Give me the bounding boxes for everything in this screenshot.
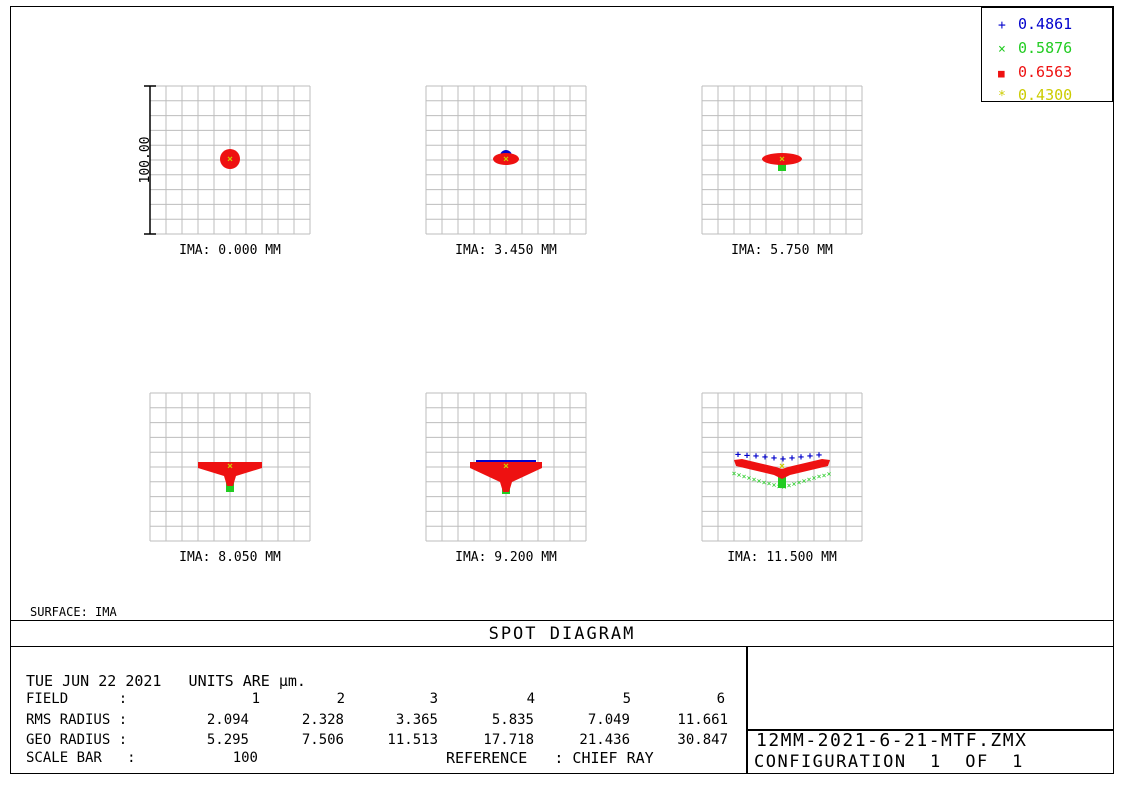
legend-item: * 0.4300 <box>998 85 1072 104</box>
green-ray-mark: × <box>732 469 737 478</box>
file-name: 12MM-2021-6-21-MTF.ZMX <box>756 730 1028 751</box>
green-ray-mark: × <box>802 477 807 486</box>
geo-row-label: GEO RADIUS : <box>26 732 128 748</box>
rms-row-label: RMS RADIUS : <box>26 712 128 728</box>
blue-ray-mark: + <box>798 452 804 463</box>
green-ray-mark: × <box>752 475 757 484</box>
file-box-divider <box>746 729 1114 731</box>
field-label: IMA: 5.750 MM <box>731 243 833 258</box>
field-label: IMA: 0.000 MM <box>179 243 281 258</box>
green-ray-mark: × <box>792 480 797 489</box>
red-ray-spot <box>493 153 519 165</box>
green-ray-mark: × <box>817 472 822 481</box>
blue-ray-mark: + <box>789 453 795 464</box>
green-ray-mark: × <box>757 476 762 485</box>
geo-radius-value: 17.718 <box>483 732 534 748</box>
field-number: 3 <box>429 691 438 707</box>
cross-icon: × <box>998 42 1006 57</box>
legend-item: +0.4861 <box>998 14 1072 33</box>
info-divider <box>746 646 748 774</box>
legend-wavelength: 0.5876 <box>1018 39 1073 57</box>
rms-radius-value: 5.835 <box>491 712 534 728</box>
green-ray-mark: × <box>747 473 752 482</box>
geo-radius-value: 11.513 <box>387 732 438 748</box>
legend-wavelength: 0.4300 <box>1018 86 1073 104</box>
field-label: IMA: 8.050 MM <box>179 550 281 565</box>
blue-ray-mark: + <box>771 453 777 464</box>
green-ray-mark: × <box>807 475 812 484</box>
field-label: IMA: 11.500 MM <box>727 550 837 565</box>
legend-item: ■ 0.6563 <box>998 62 1072 81</box>
geo-radius-value: 30.847 <box>677 732 728 748</box>
green-ray-spot <box>778 163 786 171</box>
rms-radius-value: 3.365 <box>395 712 438 728</box>
green-ray-mark: × <box>822 471 827 480</box>
legend: +0.4861 × 0.5876 ■ 0.6563 * 0.4300 <box>981 7 1113 104</box>
blue-ray-mark: + <box>780 454 786 465</box>
field-row-label: FIELD : <box>26 691 128 707</box>
field-number: 4 <box>526 691 535 707</box>
legend-wavelength: 0.6563 <box>1018 63 1073 81</box>
chief-ray-marker: × <box>227 461 233 472</box>
green-ray-mark: × <box>797 478 802 487</box>
field-number: 1 <box>251 691 260 707</box>
legend-item: × 0.5876 <box>998 38 1072 57</box>
rms-radius-value: 2.328 <box>301 712 344 728</box>
green-ray-mark: × <box>827 469 832 478</box>
red-ray-spot <box>734 459 830 479</box>
green-ray-mark: × <box>787 481 792 490</box>
green-ray-mark: × <box>742 472 747 481</box>
blue-ray-mark: + <box>753 451 759 462</box>
reference-line: REFERENCE : CHIEF RAY <box>446 749 654 767</box>
blue-ray-mark: + <box>807 451 813 462</box>
red-ray-spot <box>198 462 262 486</box>
chief-ray-marker: × <box>503 154 509 165</box>
scale-bar-label: 100.00 <box>138 137 153 184</box>
legend-wavelength: 0.4861 <box>1018 15 1073 33</box>
chief-ray-marker: × <box>503 461 509 472</box>
field-number: 5 <box>622 691 631 707</box>
field-label: IMA: 9.200 MM <box>455 550 557 565</box>
configuration-label: CONFIGURATION 1 OF 1 <box>754 752 1024 772</box>
blue-ray-mark: + <box>735 449 741 460</box>
geo-radius-value: 5.295 <box>206 732 249 748</box>
chief-ray-marker: × <box>779 461 785 472</box>
red-ray-spot <box>762 153 802 165</box>
green-ray-mark: × <box>772 481 777 490</box>
scale-bar-value: 100 <box>232 750 258 766</box>
green-ray-mark: × <box>737 470 742 479</box>
blue-ray-mark: + <box>744 450 750 461</box>
rms-radius-value: 7.049 <box>587 712 630 728</box>
asterisk-icon: * <box>998 89 1006 104</box>
rms-radius-value: 2.094 <box>206 712 249 728</box>
green-ray-mark: × <box>812 474 817 483</box>
field-label: IMA: 3.450 MM <box>455 243 557 258</box>
chief-ray-marker: × <box>779 154 785 165</box>
plot-frame <box>10 6 1114 774</box>
date-units-line: TUE JUN 22 2021 UNITS ARE µm. <box>26 672 306 690</box>
geo-radius-value: 21.436 <box>579 732 630 748</box>
geo-radius-value: 7.506 <box>301 732 344 748</box>
rms-radius-value: 11.661 <box>677 712 728 728</box>
scale-row-label: SCALE BAR : <box>26 750 136 766</box>
title-bar: SPOT DIAGRAM <box>10 620 1114 647</box>
plus-icon: + <box>998 18 1006 33</box>
field-number: 6 <box>716 691 725 707</box>
square-icon: ■ <box>998 67 1005 80</box>
blue-ray-mark: + <box>762 452 768 463</box>
blue-ray-mark: + <box>816 450 822 461</box>
green-ray-mark: × <box>762 478 767 487</box>
red-ray-spot <box>220 149 240 169</box>
red-ray-spot <box>470 462 542 492</box>
green-ray-mark: × <box>767 479 772 488</box>
field-number: 2 <box>336 691 345 707</box>
chief-ray-marker: × <box>227 154 233 165</box>
page-title: SPOT DIAGRAM <box>488 624 636 644</box>
surface-label: SURFACE: IMA <box>30 605 117 619</box>
